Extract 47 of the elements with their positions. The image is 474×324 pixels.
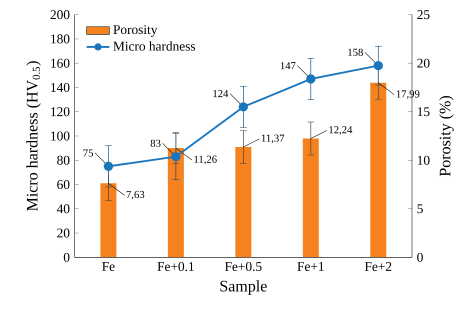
y2-tick-label: 25 [417,10,430,20]
y2-axis-title: Porosity (%) [439,96,454,176]
x-tick-label: Fe+1 [297,262,324,271]
bar [235,146,252,258]
data-label: 12,24 [329,126,352,135]
y2-tick-label: 10 [418,156,430,165]
bar [302,138,319,258]
y-tick-label: 200 [50,10,70,20]
data-label: 147 [280,62,296,70]
y-tick-label: 80 [57,156,70,165]
y-tick-label: 120 [51,107,70,116]
data-label: 11,26 [194,156,217,164]
y2-tick-label: 5 [417,204,423,214]
data-label: 83 [150,140,161,147]
point [104,162,114,171]
x-tick-label: Fe+0.1 [157,262,194,272]
data-label: 158 [348,48,363,56]
point [374,60,383,70]
y-tick-label: 60 [57,180,70,190]
legend-label: Micro hardness [113,41,196,51]
point [238,102,248,112]
y2-tick-label: 20 [417,58,430,68]
y-tick-label: 20 [57,228,70,238]
x-tick-label: Fe [102,262,115,271]
y-tick-label: 180 [51,34,70,44]
y2-tick-label: 15 [418,107,430,116]
bar [370,82,386,258]
data-label: 124 [213,90,228,98]
data-label: 11,37 [262,134,284,144]
point [306,74,316,84]
data-label: 75 [84,149,94,157]
bar [168,148,184,258]
y-tick-label: 100 [51,131,70,140]
y-axis-title: Micro hardness (HV$_{0.5}$) [26,61,41,211]
bar [100,183,116,258]
point [171,152,181,162]
x-axis-title: Sample [220,280,267,295]
y2-tick-label: 0 [417,252,423,262]
y-tick-label: 0 [64,252,70,262]
data-label: 17,99 [396,90,420,100]
x-tick-label: Fe+2 [364,262,392,271]
data-label: 7,63 [126,190,144,200]
y-tick-label: 140 [51,82,70,92]
y-tick-label: 40 [56,204,70,214]
x-tick-label: Fe+0.5 [224,262,262,272]
y-tick-label: 160 [51,58,70,68]
legend-label: Porosity [113,25,158,37]
